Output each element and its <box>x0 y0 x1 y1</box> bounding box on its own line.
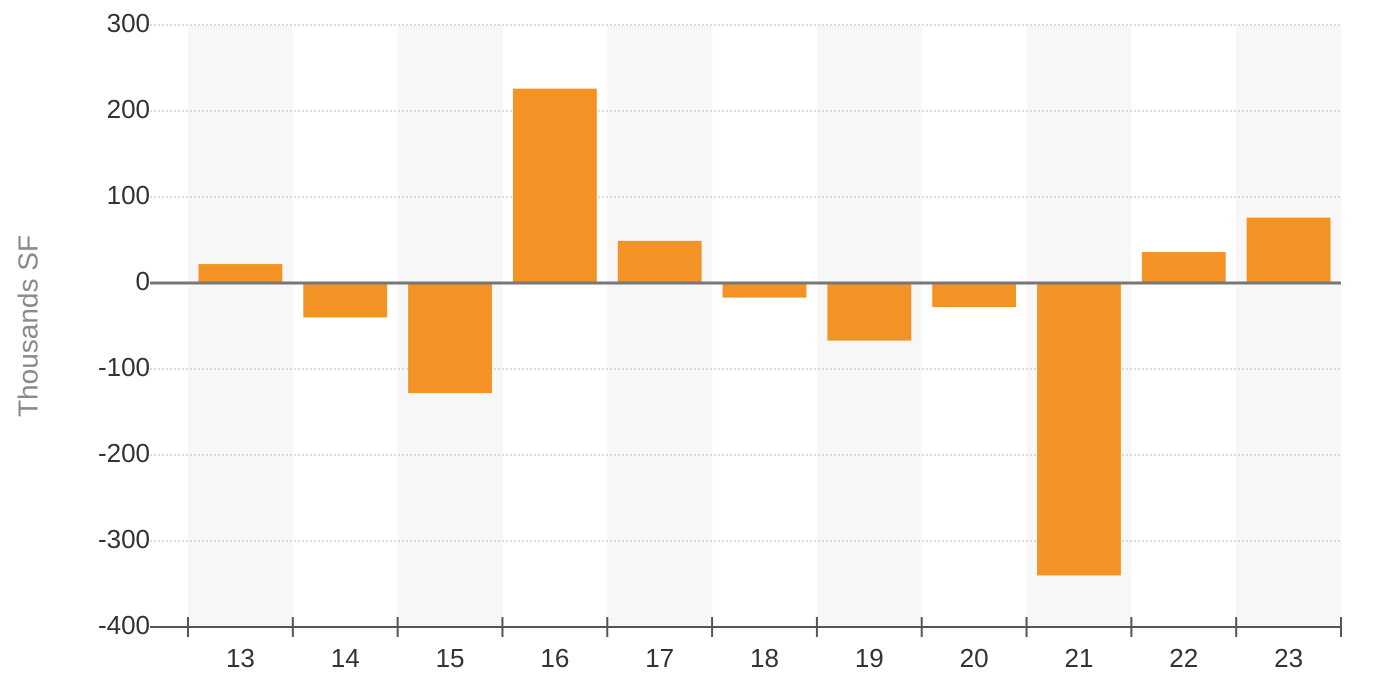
bar <box>1037 283 1121 576</box>
x-tick-label: 14 <box>331 643 360 673</box>
band-shade <box>1236 25 1341 627</box>
y-tick-label: -100 <box>98 352 150 382</box>
bar <box>827 283 912 341</box>
bar <box>1141 252 1226 283</box>
band-shade <box>188 25 293 627</box>
y-tick-label: 200 <box>107 94 150 124</box>
y-tick-label: 100 <box>107 180 150 210</box>
bar <box>722 283 807 298</box>
x-tick-label: 22 <box>1169 643 1198 673</box>
bar <box>512 88 597 283</box>
y-tick-label: 0 <box>136 266 150 296</box>
y-axis-label: Thousands SF <box>12 235 43 417</box>
bar <box>303 283 388 318</box>
x-tick-label: 19 <box>855 643 884 673</box>
x-tick-label: 23 <box>1274 643 1303 673</box>
bar <box>408 283 492 394</box>
bar <box>617 240 702 283</box>
bar <box>1246 217 1331 283</box>
band-shade <box>607 25 713 627</box>
y-tick-label: -200 <box>98 438 150 468</box>
x-tick-label: 18 <box>750 643 779 673</box>
x-tick-label: 20 <box>960 643 989 673</box>
x-tick-label: 17 <box>645 643 674 673</box>
x-tick-label: 13 <box>226 643 255 673</box>
x-tick-label: 16 <box>540 643 569 673</box>
x-tick-label: 21 <box>1064 643 1093 673</box>
y-tick-label: 300 <box>107 8 150 38</box>
y-tick-label: -400 <box>98 610 150 640</box>
y-tick-label: -300 <box>98 524 150 554</box>
bar <box>198 264 283 283</box>
x-tick-label: 15 <box>436 643 465 673</box>
bar <box>932 283 1017 308</box>
